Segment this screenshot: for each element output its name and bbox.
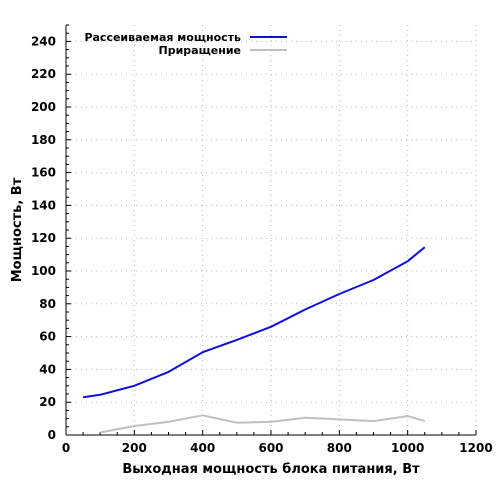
- series-line-1: [82, 246, 426, 399]
- y-tick-label: 40: [39, 362, 56, 376]
- y-tick-label: 180: [31, 133, 56, 147]
- y-tick-label: 80: [39, 297, 56, 311]
- y-tick-label: 140: [31, 198, 56, 212]
- x-tick-label: 600: [258, 441, 283, 455]
- x-axis-title: Выходная мощность блока питания, Вт: [122, 462, 420, 477]
- y-tick-label: 60: [39, 330, 56, 344]
- x-tick-label: 1200: [459, 441, 492, 455]
- y-tick-label: 200: [31, 100, 56, 114]
- legend-label-1: Рассеиваемая мощность: [84, 31, 241, 44]
- y-tick-label: 20: [39, 395, 56, 409]
- x-tick-label: 0: [62, 441, 70, 455]
- y-tick-label: 120: [31, 231, 56, 245]
- y-axis-title: Мощность, Вт: [10, 177, 25, 282]
- x-tick-label: 400: [190, 441, 215, 455]
- y-tick-label: 160: [31, 166, 56, 180]
- y-tick-label: 240: [31, 34, 56, 48]
- y-tick-label: 0: [48, 428, 56, 442]
- y-tick-label: 100: [31, 264, 56, 278]
- legend-label-2: Приращение: [159, 44, 241, 57]
- y-tick-label: 220: [31, 67, 56, 81]
- x-tick-label: 200: [122, 441, 147, 455]
- series-line-2: [100, 414, 426, 434]
- x-tick-label: 1000: [391, 441, 424, 455]
- grid: [66, 25, 477, 435]
- axes: 0 200 400 600 800 1000 1200 0 20 40 60 80 100 120 140 1…: [31, 24, 493, 455]
- x-tick-label: 800: [327, 441, 352, 455]
- series-lines: [82, 246, 426, 434]
